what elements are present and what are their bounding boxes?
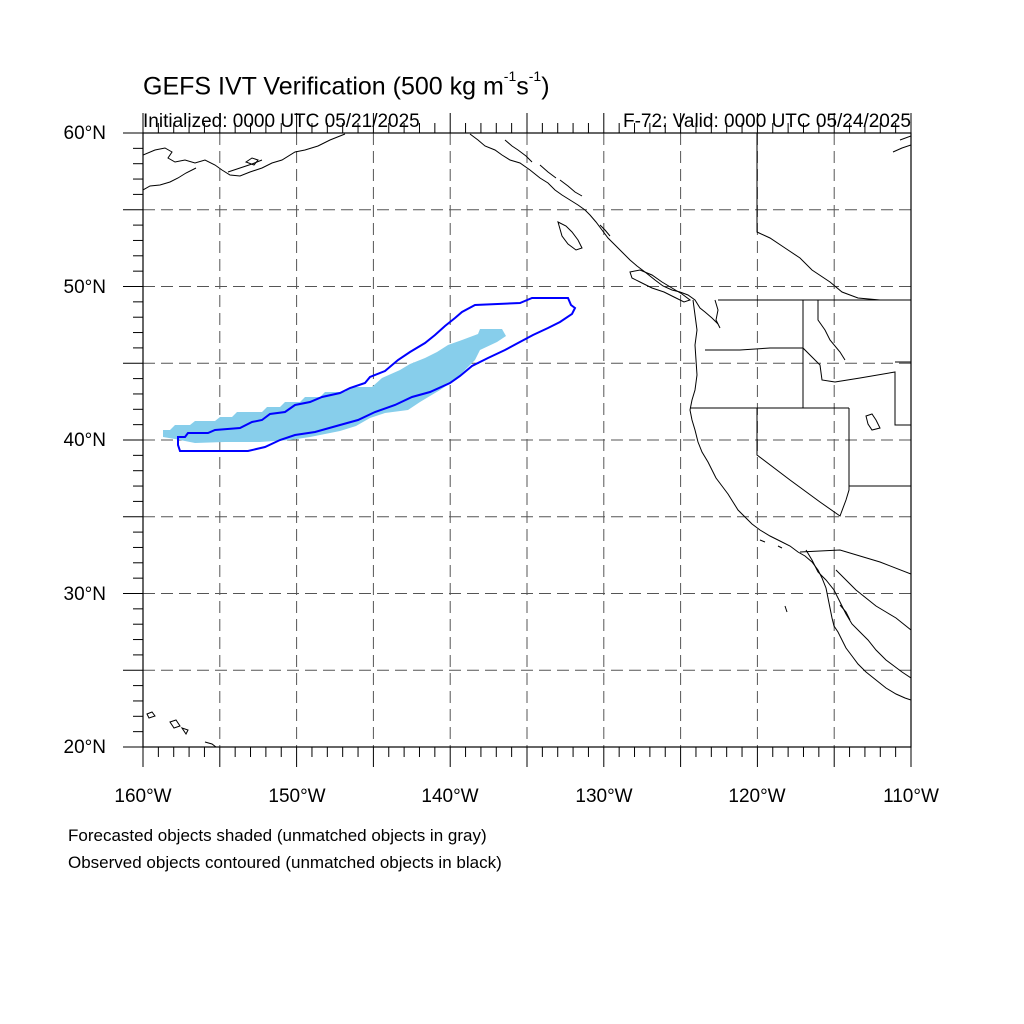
title-unit-s: s [516,72,529,101]
lat-label-40n: 40°N [63,430,106,451]
lon-label-130w: 130°W [575,786,633,807]
lon-label-110w: 110°W [883,786,939,807]
title-close: ) [541,72,550,101]
title-exponent-1: -1 [503,68,517,84]
axis-ticks [123,113,912,767]
lon-label-160w: 160°W [114,786,172,807]
legend-observed-note: Observed objects contoured (unmatched ob… [68,853,502,872]
lat-label-20n: 20°N [63,737,106,758]
lon-label-150w: 150°W [268,786,326,807]
coastlines [143,133,911,747]
political-boundaries [690,133,911,575]
title-text: GEFS IVT Verification (500 kg m [143,72,504,101]
lat-label-30n: 30°N [63,584,106,605]
map-title: GEFS IVT Verification (500 kg m-1s-1) [143,68,550,101]
lon-label-120w: 120°W [728,786,786,807]
valid-time-label: F-72: Valid: 0000 UTC 05/24/2025 [623,111,911,132]
lat-label-50n: 50°N [63,277,106,298]
lon-label-140w: 140°W [421,786,479,807]
great-salt-lake [865,413,881,431]
title-exponent-2: -1 [528,68,542,84]
forecast-ivt-object [163,329,506,443]
observed-ivt-contour [177,297,577,452]
legend-forecast-note: Forecasted objects shaded (unmatched obj… [68,826,487,845]
lat-label-60n: 60°N [63,123,106,144]
initialized-label: Initialized: 0000 UTC 05/21/2025 [143,111,420,132]
